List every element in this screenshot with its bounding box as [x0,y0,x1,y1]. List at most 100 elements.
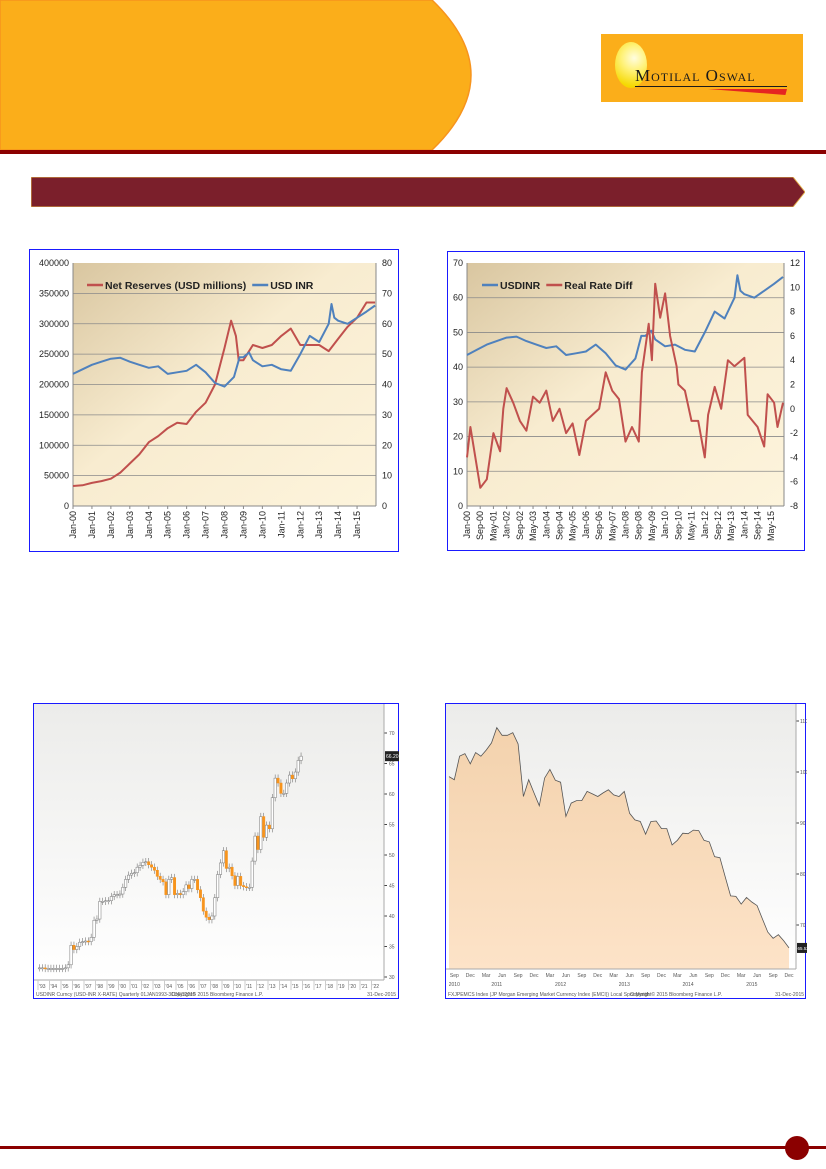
candle [198,889,202,898]
candle [170,877,174,880]
candle [262,816,266,838]
candle [129,873,133,876]
candle [288,774,292,784]
candle [161,879,165,883]
candle [250,860,254,888]
y-right-tick-label: -4 [790,452,798,462]
x-tick-label: Jan-14 [739,511,749,539]
candle [224,850,228,869]
candle [127,874,131,880]
y-left-tick-label: 0 [458,501,463,511]
x-tick-label: May-01 [488,511,498,541]
x-tick-label: May-03 [528,511,538,541]
candle [293,771,297,780]
logo-text: Motilal Oswal [635,66,756,85]
y-tick-label: 55 [389,823,395,829]
candle [78,941,82,947]
x-tick-label: '98 [97,984,104,990]
candle [144,861,148,863]
candle [86,940,90,943]
y-right-tick-label: -6 [790,477,798,487]
y-tick-label: 30 [389,975,395,981]
x-tick-label: Sep-10 [673,511,683,540]
logo-sun-icon [615,42,647,88]
x-tick-label: '11 [246,984,252,990]
candle [72,945,76,950]
x-tick-label: Jan-08 [220,511,230,539]
candle [173,877,177,895]
candle [138,865,142,868]
last-price-tag [385,751,399,762]
candle [81,941,85,943]
y-right-tick-label: -2 [790,428,798,438]
candle [184,884,188,892]
plot-area [34,704,384,980]
year-label: 2011 [491,982,502,988]
x-tick-label: Jan-04 [144,511,154,539]
x-tick-label: Dec [657,973,666,979]
candle [279,782,283,794]
x-tick-label: '94 [51,984,58,990]
x-tick-label: Jun [689,973,697,979]
candle [37,967,41,970]
y-right-tick-label: 4 [790,355,795,365]
candle [259,816,263,850]
candle [296,760,300,773]
y-right-tick-label: 20 [382,440,392,450]
x-tick-label: '99 [108,984,115,990]
x-tick-label: Sep [450,973,459,979]
x-tick-label: '96 [74,984,81,990]
x-tick-label: '08 [212,984,219,990]
x-tick-label: '05 [177,984,184,990]
series-line-real-rate-diff [466,282,784,489]
x-tick-label: Jan-00 [462,511,472,539]
year-label: 2015 [746,982,757,988]
x-tick-label: Jan-11 [276,511,286,538]
x-tick-label: Dec [721,973,730,979]
candle [204,910,208,918]
x-tick-label: '12 [258,984,265,990]
footer-date: 31-Dec-2015 [367,992,396,998]
x-tick-label: '09 [223,984,230,990]
y-left-tick-label: 50 [453,327,463,337]
x-tick-label: Jan-06 [182,511,192,539]
candle [239,876,243,886]
x-tick-label: Dec [593,973,602,979]
chart-usdinr-vs-real-rate-diff: 0 10 20 30 40 50 60 70 -8 -6 -4 -2 0 2 4 6 8 10 12 Jan-00 Se… [447,251,805,551]
x-tick-label: '15 [292,984,299,990]
candle [181,891,185,895]
footer-source: FXJPEMCS Index (JP Morgan Emerging Marke… [448,992,650,998]
legend-label: Real Rate Diff [564,280,633,292]
y-left-tick-label: 400000 [39,258,69,268]
y-right-tick-label: 60 [382,319,392,329]
x-tick-label: Sep [641,973,650,979]
x-tick-label: May-13 [726,511,736,541]
year-label: 2013 [619,982,630,988]
candle [236,876,240,886]
candle [210,915,214,920]
plot-area [467,263,784,506]
legend-label: USD INR [270,280,314,292]
x-tick-label: Jan-00 [68,511,78,539]
candle [178,893,182,895]
series-line [448,726,790,949]
legend-label: Net Reserves (USD millions) [105,280,246,292]
x-tick-label: Mar [673,973,682,979]
x-tick-label: Mar [546,973,555,979]
header-divider [0,150,826,154]
section-banner [31,177,805,207]
candle [95,918,99,921]
y-left-tick-label: 50000 [44,471,69,481]
candle [147,861,151,866]
x-tick-label: Sep [577,973,586,979]
year-label: 2012 [555,982,566,988]
x-tick-label: '21 [361,984,368,990]
y-tick-label: 70 [800,923,806,929]
y-right-tick-label: 10 [382,471,392,481]
series-line-usd-inr [72,303,376,388]
candle [40,967,44,970]
y-left-tick-label: 40 [453,362,463,372]
x-tick-label: '06 [189,984,196,990]
candle [49,968,53,970]
y-tick-label: 90 [800,821,806,827]
